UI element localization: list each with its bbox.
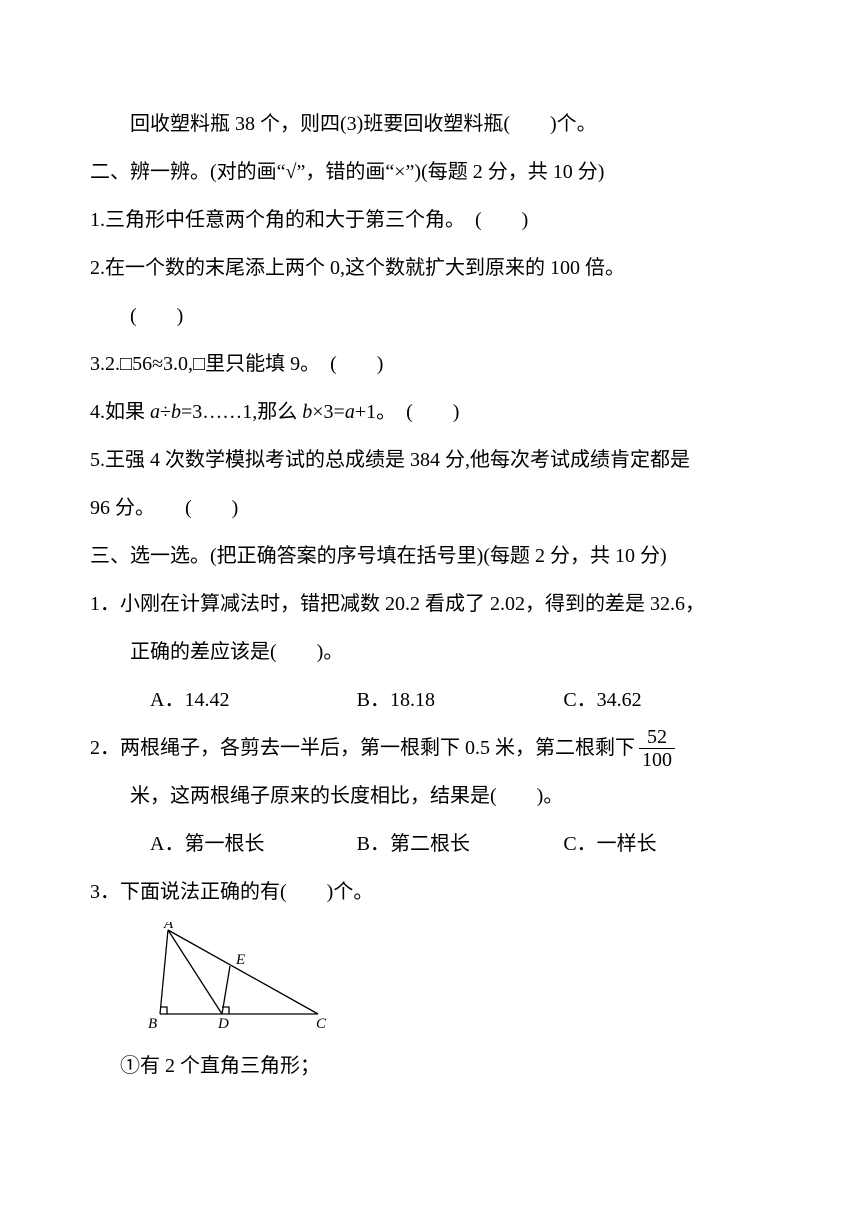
s3-q2-options: A．第一根长 B．第二根长 C．一样长 xyxy=(90,820,770,868)
fraction-52-100: 52 100 xyxy=(639,726,675,771)
s2-q4-eq: ×3= xyxy=(312,401,345,423)
s3-q2-line1-text: 2．两根绳子，各剪去一半后，第一根剩下 0.5 米，第二根剩下 xyxy=(90,724,635,772)
top-continuation-line: 回收塑料瓶 38 个，则四(3)班要回收塑料瓶( )个。 xyxy=(90,100,770,148)
s2-q4-prefix: 4.如果 xyxy=(90,401,150,423)
svg-text:C: C xyxy=(316,1016,327,1032)
var-a2: a xyxy=(345,401,355,423)
s2-q5-line1: 5.王强 4 次数学模拟考试的总成绩是 384 分,他每次考试成绩肯定都是 xyxy=(90,436,770,484)
section-2-heading: 二、辨一辨。(对的画“√”，错的画“×”)(每题 2 分，共 10 分) xyxy=(90,148,770,196)
s3-q3-stmt1: ①有 2 个直角三角形； xyxy=(90,1042,770,1090)
s3-q2-optC: C．一样长 xyxy=(563,820,770,868)
section-3-heading: 三、选一选。(把正确答案的序号填在括号里)(每题 2 分，共 10 分) xyxy=(90,532,770,580)
var-a: a xyxy=(150,401,160,423)
svg-text:E: E xyxy=(235,952,245,968)
triangle-figure: A B D C E xyxy=(90,922,770,1032)
s2-q4: 4.如果 a÷b=3……1,那么 b×3=a+1。 ( ) xyxy=(90,388,770,436)
s3-q1-line1: 1．小刚在计算减法时，错把减数 20.2 看成了 2.02，得到的差是 32.6… xyxy=(90,580,770,628)
s3-q1-options: A．14.42 B．18.18 C．34.62 xyxy=(90,676,770,724)
s2-q4-suffix: +1。 ( ) xyxy=(355,401,460,423)
svg-text:D: D xyxy=(217,1016,229,1032)
s3-q1-line2: 正确的差应该是( )。 xyxy=(90,628,770,676)
s2-q3: 3.2.□56≈3.0,□里只能填 9。 ( ) xyxy=(90,340,770,388)
triangle-svg: A B D C E xyxy=(130,922,330,1032)
s2-q5-line2: 96 分。 ( ) xyxy=(90,484,770,532)
s2-q2-line1: 2.在一个数的末尾添上两个 0,这个数就扩大到原来的 100 倍。 xyxy=(90,244,770,292)
s3-q2-line2: 米，这两根绳子原来的长度相比，结果是( )。 xyxy=(90,772,770,820)
var-b2: b xyxy=(302,401,312,423)
fraction-denominator: 100 xyxy=(639,749,675,771)
s3-q2-optB: B．第二根长 xyxy=(357,820,564,868)
s3-q1-optB: B．18.18 xyxy=(357,676,564,724)
svg-text:A: A xyxy=(163,922,174,932)
s2-q2-blank: ( ) xyxy=(90,292,770,340)
s3-q1-optC: C．34.62 xyxy=(563,676,770,724)
s3-q2-line1: 2．两根绳子，各剪去一半后，第一根剩下 0.5 米，第二根剩下 52 100 xyxy=(90,724,770,772)
svg-text:B: B xyxy=(148,1016,157,1032)
s3-q2-optA: A．第一根长 xyxy=(150,820,357,868)
fraction-numerator: 52 xyxy=(639,726,675,749)
s3-q3-line1: 3．下面说法正确的有( )个。 xyxy=(90,868,770,916)
s2-q4-mid: =3……1,那么 xyxy=(181,401,302,423)
s2-q4-div: ÷ xyxy=(160,401,171,423)
s3-q1-optA: A．14.42 xyxy=(150,676,357,724)
s2-q1: 1.三角形中任意两个角的和大于第三个角。 ( ) xyxy=(90,196,770,244)
var-b: b xyxy=(171,401,181,423)
